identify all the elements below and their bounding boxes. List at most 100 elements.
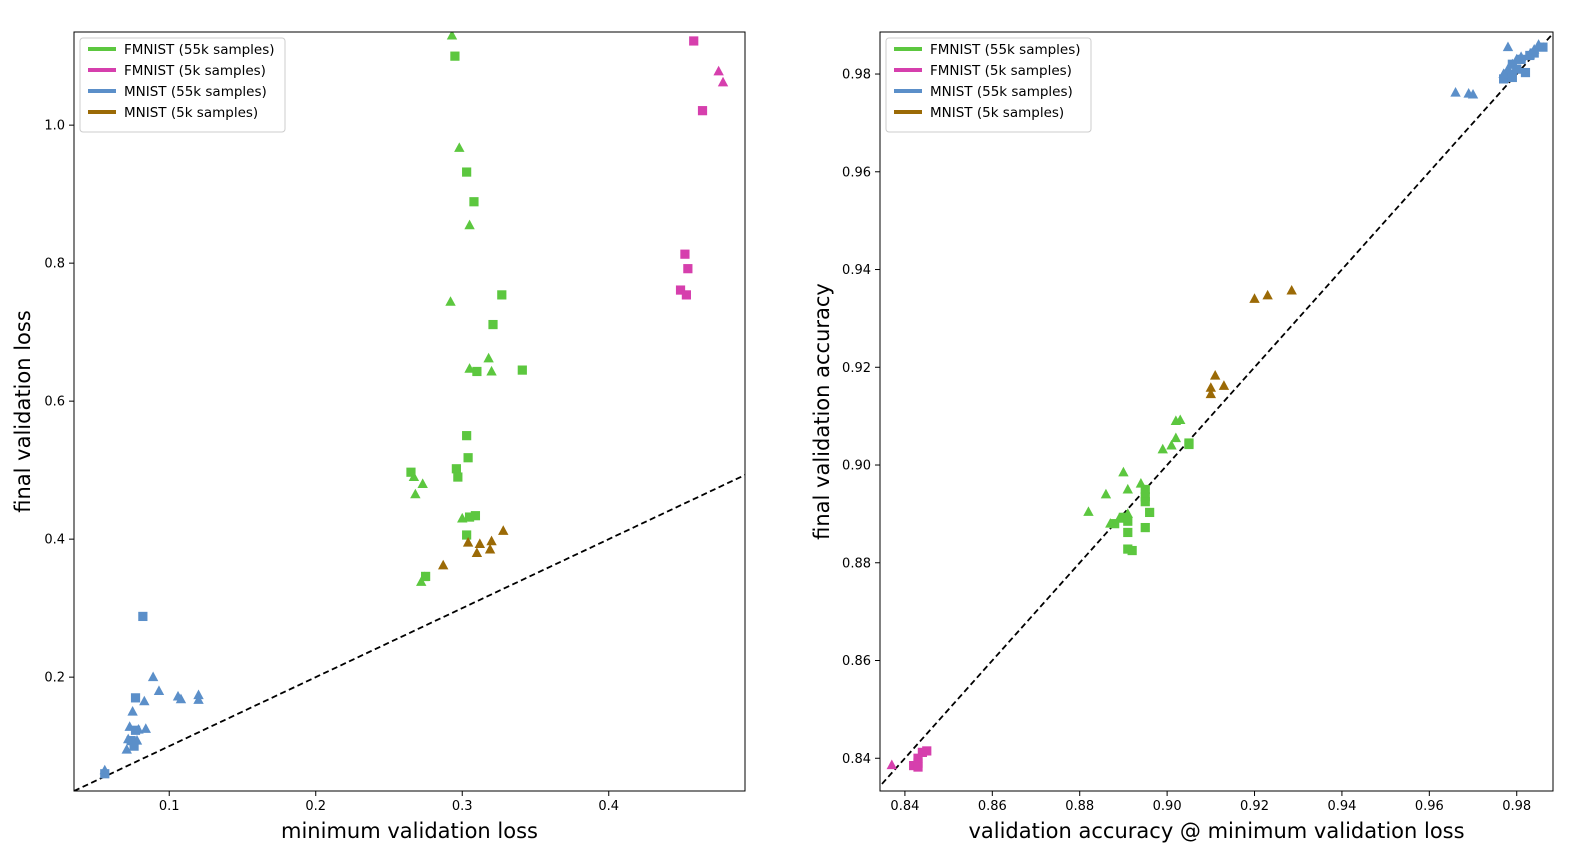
square-point — [463, 453, 473, 463]
triangle-point — [464, 219, 475, 230]
triangle-point — [140, 723, 151, 733]
x-tick-label: 0.94 — [1327, 799, 1356, 814]
square-point — [697, 106, 708, 116]
triangle-point — [462, 537, 474, 547]
triangle-point — [1529, 43, 1540, 54]
triangle-point — [417, 478, 428, 488]
triangle-point — [1157, 443, 1168, 454]
square-point — [130, 693, 141, 703]
triangle-point — [457, 512, 468, 523]
triangle-point — [484, 543, 496, 554]
triangle-point — [124, 721, 135, 731]
y-tick-label: 0.90 — [842, 459, 871, 474]
x-tick-label: 0.88 — [1065, 799, 1094, 814]
x-tick-label: 0.3 — [452, 799, 473, 814]
legend-entry-label: FMNIST (5k samples) — [124, 63, 266, 79]
square-point — [450, 51, 460, 61]
triangle-point — [131, 735, 143, 745]
reference-line-y-equals-x — [74, 473, 745, 791]
series-2 — [99, 611, 204, 779]
triangle-point — [99, 764, 110, 775]
y-tick-label: 0.88 — [842, 556, 871, 571]
square-point — [462, 530, 472, 540]
square-point — [497, 290, 507, 300]
triangle-point — [153, 685, 165, 695]
legend: FMNIST (55k samples) FMNIST (5k samples) M… — [885, 37, 1092, 133]
triangle-point — [147, 671, 159, 682]
triangle-point — [1113, 513, 1125, 523]
triangle-point — [486, 365, 497, 376]
y-tick-label: 1.0 — [44, 119, 65, 134]
y-tick-label: 0.86 — [842, 654, 871, 669]
series-0 — [406, 32, 527, 586]
x-tick-label: 0.90 — [1153, 799, 1182, 814]
triangle-point — [1218, 380, 1230, 390]
triangle-point — [1286, 284, 1297, 295]
square-point — [453, 472, 463, 482]
triangle-point — [437, 559, 449, 570]
triangle-point — [1502, 63, 1514, 74]
legend-entry-label: MNIST (5k samples) — [930, 105, 1064, 121]
series-3 — [437, 525, 509, 570]
square-point — [680, 249, 690, 259]
triangle-point — [1135, 477, 1147, 488]
triangle-point — [1170, 432, 1182, 443]
triangle-point — [1524, 48, 1536, 59]
x-tick-label: 0.96 — [1415, 799, 1444, 814]
triangle-point — [1467, 88, 1479, 99]
series-1 — [675, 36, 729, 300]
y-tick-label: 0.4 — [44, 533, 65, 548]
square-point — [464, 512, 475, 522]
triangle-point — [193, 694, 204, 704]
axes-frame — [73, 31, 746, 792]
triangle-point — [1533, 39, 1544, 49]
legend-entry-label: FMNIST (5k samples) — [930, 63, 1072, 79]
triangle-point — [1100, 488, 1112, 499]
square-point — [1507, 72, 1517, 83]
triangle-point — [1507, 58, 1518, 69]
y-tick-label: 0.6 — [44, 395, 65, 410]
axes-frame — [879, 31, 1554, 792]
triangle-point — [133, 723, 144, 734]
y-tick-label: 0.96 — [842, 165, 871, 180]
y-axis-label: final validation accuracy — [810, 283, 834, 540]
square-point — [1140, 497, 1150, 507]
triangle-point — [483, 352, 494, 363]
y-tick-label: 0.2 — [44, 671, 65, 686]
triangle-point — [454, 142, 465, 152]
triangle-point — [1175, 414, 1186, 425]
square-point — [462, 431, 472, 441]
triangle-point — [1205, 382, 1217, 392]
y-tick-label: 0.84 — [842, 752, 871, 767]
triangle-point — [446, 32, 458, 40]
triangle-point — [418, 571, 430, 582]
triangle-point — [445, 296, 456, 306]
triangle-point — [1105, 518, 1116, 528]
triangle-point — [1515, 51, 1527, 61]
triangle-point — [1209, 369, 1221, 380]
x-axis-label: minimum validation loss — [281, 819, 538, 843]
square-point — [675, 285, 686, 295]
triangle-point — [1166, 439, 1177, 450]
square-point — [406, 467, 416, 477]
square-point — [1512, 64, 1522, 74]
triangle-point — [1262, 289, 1273, 300]
square-point — [1145, 507, 1155, 518]
series-2 — [1450, 39, 1548, 99]
square-point — [1110, 519, 1120, 529]
x-tick-label: 0.1 — [159, 799, 180, 814]
square-point — [1140, 492, 1150, 502]
y-tick-label: 0.98 — [842, 68, 871, 83]
triangle-point — [1118, 466, 1129, 477]
triangle-point — [410, 488, 421, 499]
triangle-point — [498, 525, 509, 535]
square-point — [451, 464, 461, 474]
triangle-point — [1205, 388, 1217, 399]
triangle-point — [1083, 506, 1094, 516]
triangle-point — [175, 693, 187, 704]
square-point — [917, 747, 927, 757]
square-point — [681, 290, 691, 300]
triangle-point — [139, 695, 150, 706]
legend-entry-label: FMNIST (55k samples) — [124, 42, 275, 58]
